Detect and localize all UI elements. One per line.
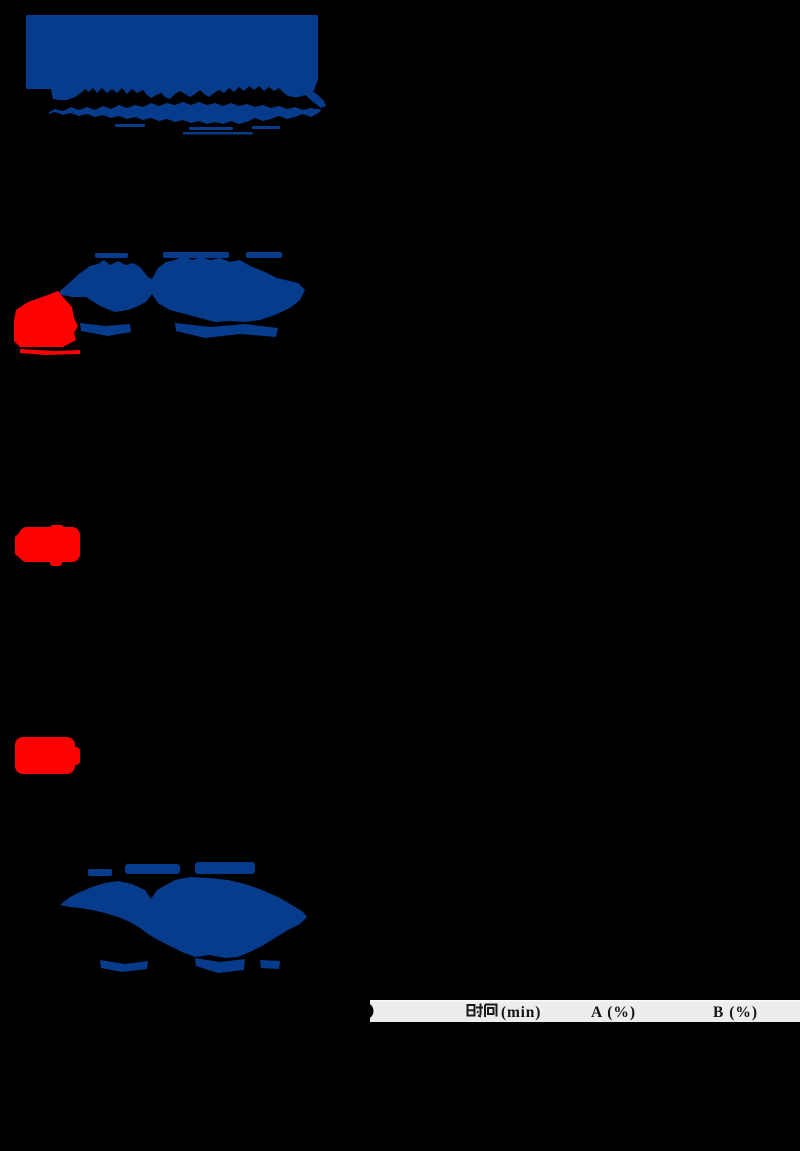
svg-text:B (%): B (%)	[713, 1004, 758, 1021]
svg-text:(min): (min)	[501, 1004, 541, 1021]
svg-text:A (%): A (%)	[591, 1004, 636, 1021]
